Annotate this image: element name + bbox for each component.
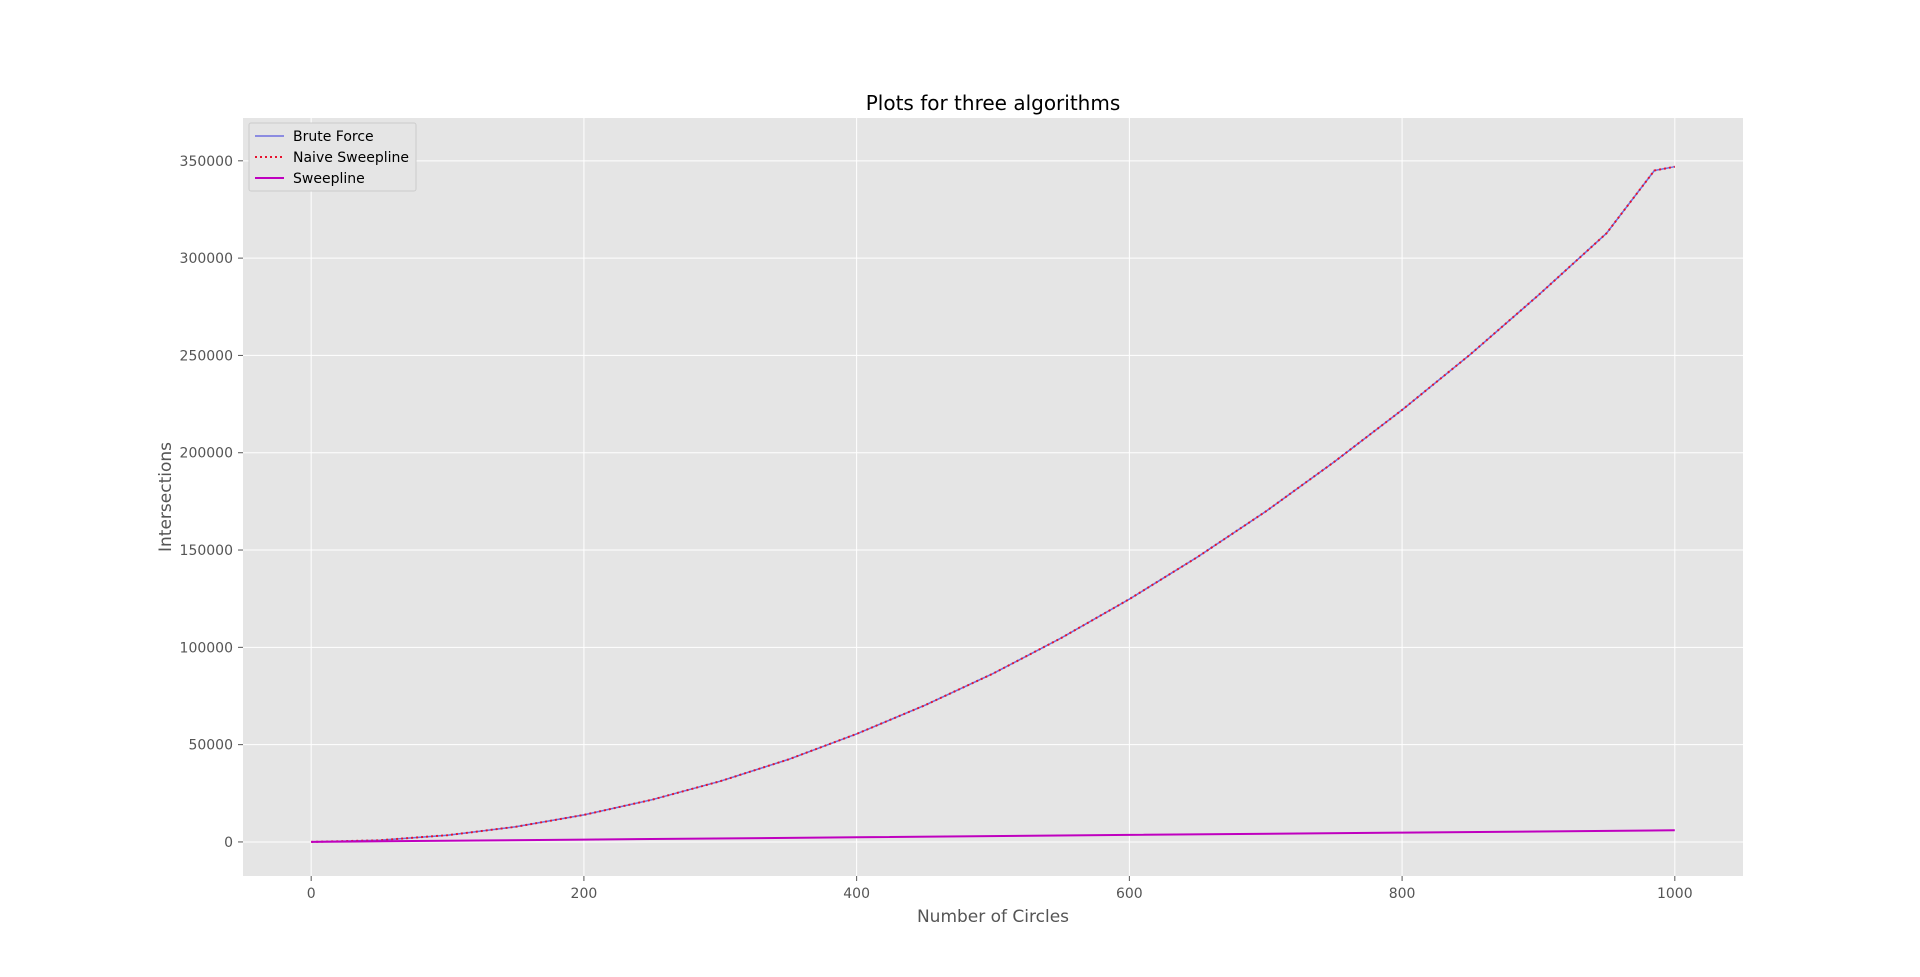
series-line-naive-sweepline	[311, 165, 1675, 843]
legend-label-brute-force: Brute Force	[293, 129, 374, 145]
x-tick-label: 800	[1389, 886, 1416, 902]
y-tick-label: 100000	[180, 640, 233, 656]
grid	[243, 118, 1743, 876]
y-tick-label: 50000	[188, 738, 233, 754]
x-tick-label: 400	[843, 886, 870, 902]
series-layer	[311, 165, 1675, 843]
plot-area	[243, 118, 1743, 876]
y-tick-label: 200000	[180, 446, 233, 462]
x-axis: 0 200 400 600 800 1000	[307, 876, 1693, 902]
legend-box	[248, 122, 417, 192]
series-line-sweepline	[311, 829, 1675, 843]
chart-title: Plots for three algorithms	[866, 91, 1121, 115]
y-tick-label: 150000	[180, 543, 233, 559]
x-tick-label: 600	[1116, 886, 1143, 902]
x-tick-label: 200	[571, 886, 598, 902]
y-axis-label: Intersections	[156, 442, 176, 552]
y-tick-label: 350000	[180, 154, 233, 170]
y-tick-label: 250000	[180, 348, 233, 364]
legend-label-sweepline: Sweepline	[293, 171, 365, 187]
x-tick-label: 0	[307, 886, 316, 902]
legend-label-naive-sweepline: Naive Sweepline	[293, 150, 409, 166]
legend: Brute Force Naive Sweepline Sweepline	[248, 122, 417, 192]
y-axis: 0 50000 100000 150000 200000 250000 300000 3500…	[180, 154, 243, 851]
y-tick-label: 300000	[180, 251, 233, 267]
x-axis-label: Number of Circles	[917, 907, 1069, 927]
x-tick-label: 1000	[1657, 886, 1693, 902]
y-tick-label: 0	[224, 835, 233, 851]
